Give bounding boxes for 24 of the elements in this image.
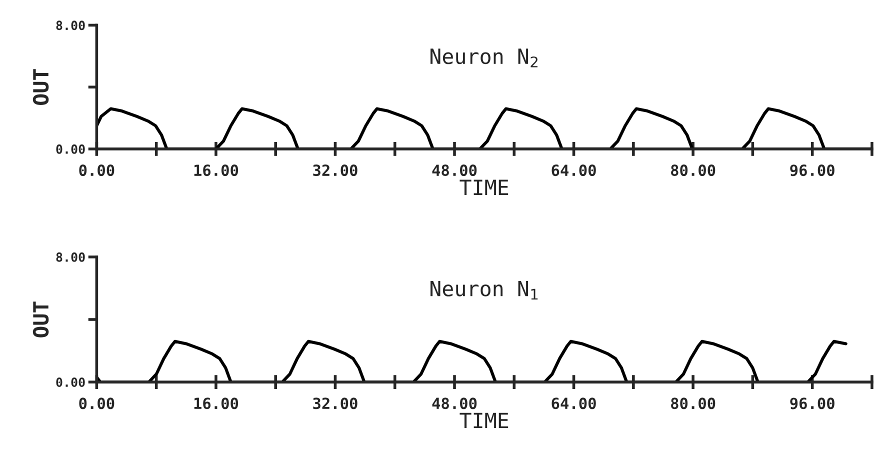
x-tick-label: 0.00 <box>79 398 114 410</box>
x-axis-title: TIME <box>460 412 508 428</box>
y-tick-label: 0.00 <box>56 378 85 387</box>
x-tick-label: 80.00 <box>671 398 716 410</box>
x-tick-label: 32.00 <box>313 164 358 176</box>
y-axis-title: OUT <box>32 69 49 105</box>
x-tick-label: 64.00 <box>552 164 596 176</box>
y-tick-label: 8.00 <box>56 252 85 262</box>
y-axis-title: OUT <box>32 302 49 338</box>
x-tick-label: 0.00 <box>79 164 114 176</box>
text: Neuron N$_{1}$ <box>430 280 538 300</box>
x-tick-label: 32.00 <box>313 398 358 410</box>
x-axis-title: TIME <box>460 180 508 195</box>
y-tick-label: 0.00 <box>56 144 85 154</box>
x-tick-label: 80.00 <box>671 164 716 176</box>
x-tick-label: 96.00 <box>790 398 834 410</box>
x-tick-label: 16.00 <box>194 398 238 410</box>
x-tick-label: 16.00 <box>194 164 238 176</box>
y-tick-label: 8.00 <box>56 20 85 30</box>
x-tick-label: 48.00 <box>432 398 477 410</box>
text: Neuron N$_{2}$ <box>430 48 538 68</box>
x-tick-label: 96.00 <box>790 164 834 176</box>
x-tick-label: 48.00 <box>432 164 477 176</box>
x-tick-label: 64.00 <box>552 398 596 410</box>
